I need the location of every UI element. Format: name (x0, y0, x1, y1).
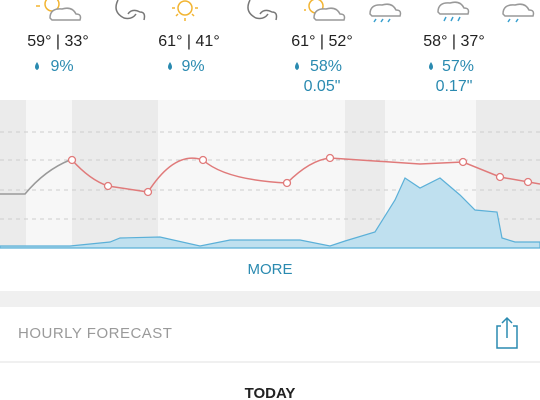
temps: 58° | 37° (423, 33, 484, 50)
precip-chance: 57% (442, 58, 474, 75)
separator (0, 291, 540, 307)
drop-icons (35, 62, 433, 70)
precip-chance: 9% (50, 58, 73, 75)
precip-amount: 0.17" (436, 78, 473, 95)
today-header: TODAY (245, 385, 296, 400)
share-button[interactable] (496, 316, 518, 349)
precip-chance: 58% (310, 58, 342, 75)
temps: 61° | 52° (291, 33, 352, 50)
temps: 59° | 33° (27, 33, 88, 50)
more-button[interactable]: MORE (248, 261, 293, 278)
precip-amount: 0.05" (304, 78, 341, 95)
precip-chance: 9% (181, 58, 204, 75)
section-title: HOURLY FORECAST (18, 325, 172, 342)
weather-icons (36, 0, 535, 23)
forecast-graph (0, 100, 540, 249)
temps: 61° | 41° (158, 33, 219, 50)
